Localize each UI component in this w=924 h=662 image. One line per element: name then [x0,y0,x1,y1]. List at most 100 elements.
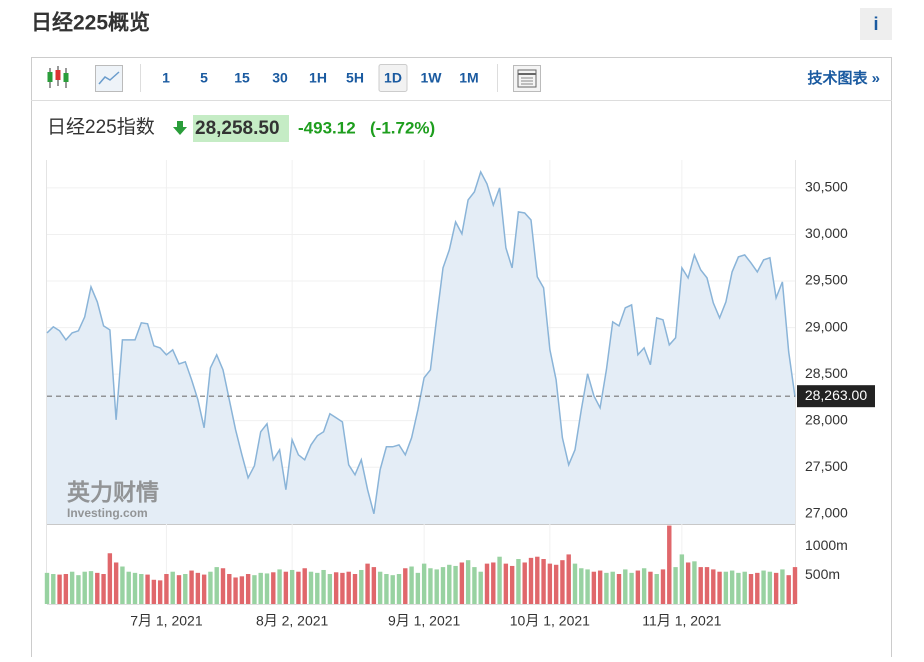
volume-bar [729,570,735,604]
volume-bar [57,574,62,604]
candle-icon[interactable] [47,66,69,88]
interval-button[interactable]: 5H [346,70,364,86]
volume-bar [723,571,729,604]
x-tick-label: 9月 1, 2021 [388,613,461,629]
volume-bar [101,574,106,604]
volume-bar [440,567,446,604]
volume-bar [289,569,295,604]
volume-bar [616,574,622,604]
volume-bar [767,571,773,604]
volume-bar [252,575,257,604]
interval-button[interactable]: 5 [200,70,208,86]
volume-bar [327,574,333,604]
volume-bar [566,554,571,604]
volume-bar [755,572,760,604]
volume-bar [434,569,439,604]
volume-bar [572,563,578,604]
volume-bar [220,568,226,604]
interval-button[interactable]: 1 [162,70,170,86]
volume-bar [264,573,270,604]
volume-bar [761,570,766,604]
volume-bar [547,563,553,604]
volume-bar [780,569,785,604]
volume-bar [459,562,465,604]
volume-bar [535,556,540,604]
y-tick-label: 30,500 [805,179,848,195]
volume-bar [107,553,113,604]
x-tick-label: 11月 1, 2021 [642,613,721,629]
volume-bar [340,572,345,604]
volume-bar [711,569,716,604]
volume-bar [491,562,496,604]
volume-bar [377,571,383,604]
volume-bar [403,568,408,604]
volume-bar [113,562,119,604]
interval-button[interactable]: 1H [309,70,327,86]
info-button[interactable] [860,8,892,40]
volume-bar [629,572,634,604]
active-interval [378,64,408,92]
volume-bar [704,567,710,604]
volume-bar [126,571,131,604]
volume-bar [748,574,754,604]
volume-tick-label: 1000m [805,537,848,553]
advanced-chart-link[interactable]: 技术图表 » [807,69,880,87]
volume-bar [239,576,245,604]
x-tick-label: 10月 1, 2021 [510,613,590,629]
y-tick-label: 29,500 [805,272,848,288]
volume-bar [428,568,433,604]
volume-bar [170,571,175,604]
volume-bar [679,554,685,604]
volume-bar [51,574,56,604]
volume-bar [465,560,471,604]
watermark-brand: 英力财情 [67,479,159,505]
interval-button[interactable]: 15 [234,70,250,86]
volume-bar [95,572,100,604]
table-icon[interactable] [513,65,541,92]
volume-bar [245,574,251,604]
interval-button[interactable]: 30 [272,70,288,86]
volume-bar [201,574,207,604]
line-icon[interactable] [95,65,123,92]
volume-bar [308,571,314,604]
info-icon[interactable]: i [873,14,878,34]
volume-bar [484,563,490,604]
volume-bar [692,561,697,604]
volume-bar [673,567,678,604]
volume-bar [139,574,144,604]
volume-bar [365,563,370,604]
volume-bar [591,571,597,604]
volume-bar [685,562,691,604]
volume-bar [164,574,169,604]
x-tick-label: 8月 2, 2021 [256,613,329,629]
volume-bar [195,572,201,604]
volume-bar [648,571,653,604]
y-tick-label: 28,000 [805,411,848,427]
volume-bar [176,575,182,604]
volume-bar [641,568,647,604]
volume-bar [120,566,125,604]
volume-bar [396,574,402,604]
volume-bar [359,569,364,604]
price-area [47,171,795,524]
volume-bar [528,557,534,604]
volume-bar [585,569,590,604]
volume-bar [553,564,559,604]
price-change: -493.12 [298,118,356,137]
interval-button[interactable]: 1D [384,70,402,86]
volume-bar [233,577,238,604]
volume-bar [497,556,502,604]
volume-bar [654,574,659,604]
volume-bar [315,572,320,604]
volume-bar [717,571,722,604]
volume-bar [453,565,458,604]
volume-bar [560,560,565,604]
interval-button[interactable]: 1W [421,70,443,86]
volume-bar [660,569,666,604]
volume-bar [208,571,213,604]
volume-bar [736,572,741,604]
interval-button[interactable]: 1M [459,70,478,86]
volume-bar [157,580,163,604]
